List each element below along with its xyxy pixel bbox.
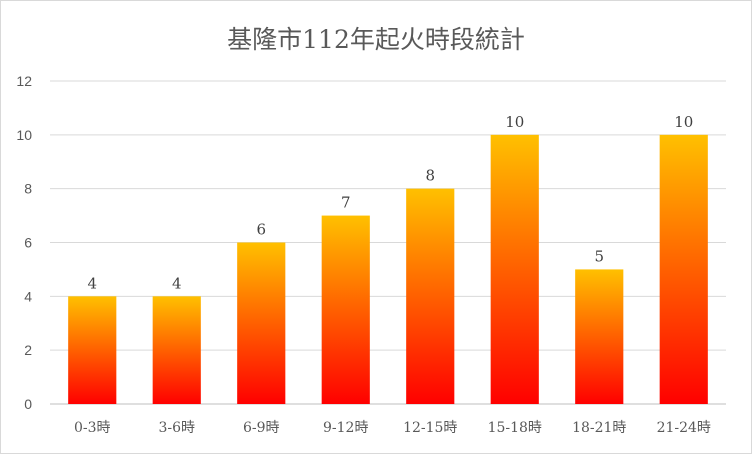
x-tick-label: 9-12時: [323, 420, 368, 436]
y-tick-label: 6: [24, 235, 32, 251]
chart-title: 基隆市112年起火時段統計: [227, 25, 525, 54]
data-label: 4: [172, 274, 182, 292]
y-tick-label: 8: [24, 181, 32, 197]
y-tick-label: 2: [24, 342, 32, 358]
data-labels: 4 4 6 7 8 10 5 10: [87, 113, 693, 293]
y-tick-label: 10: [16, 127, 32, 143]
x-tick-label: 12-15時: [403, 420, 457, 436]
data-label: 10: [674, 113, 693, 131]
x-tick-label: 6-9時: [243, 420, 280, 436]
data-label: 4: [87, 274, 97, 292]
bar: [659, 134, 708, 405]
bar: [68, 296, 117, 404]
y-axis-ticks: 0 2 4 6 8 10 12: [16, 73, 32, 412]
x-tick-label: 18-21時: [572, 420, 626, 436]
data-label: 5: [594, 247, 604, 265]
y-tick-label: 12: [16, 73, 32, 89]
x-tick-label: 0-3時: [74, 420, 111, 436]
x-axis-ticks: 0-3時 3-6時 6-9時 9-12時 12-15時 15-18時 18-21時 21-24…: [74, 420, 711, 436]
data-label: 7: [341, 194, 351, 212]
bar: [575, 269, 624, 404]
x-tick-label: 21-24時: [657, 420, 711, 436]
bar: [321, 215, 370, 404]
x-tick-label: 3-6時: [158, 420, 195, 436]
bar: [406, 188, 455, 404]
data-label: 6: [256, 221, 266, 239]
bar: [237, 242, 286, 404]
data-label: 8: [425, 167, 435, 185]
bar: [490, 134, 539, 405]
y-tick-label: 0: [24, 396, 32, 412]
y-tick-label: 4: [24, 288, 32, 304]
x-tick-label: 15-18時: [488, 420, 542, 436]
bars: [68, 134, 708, 405]
bar: [152, 296, 201, 404]
data-label: 10: [505, 113, 524, 131]
gridlines: [50, 80, 726, 405]
